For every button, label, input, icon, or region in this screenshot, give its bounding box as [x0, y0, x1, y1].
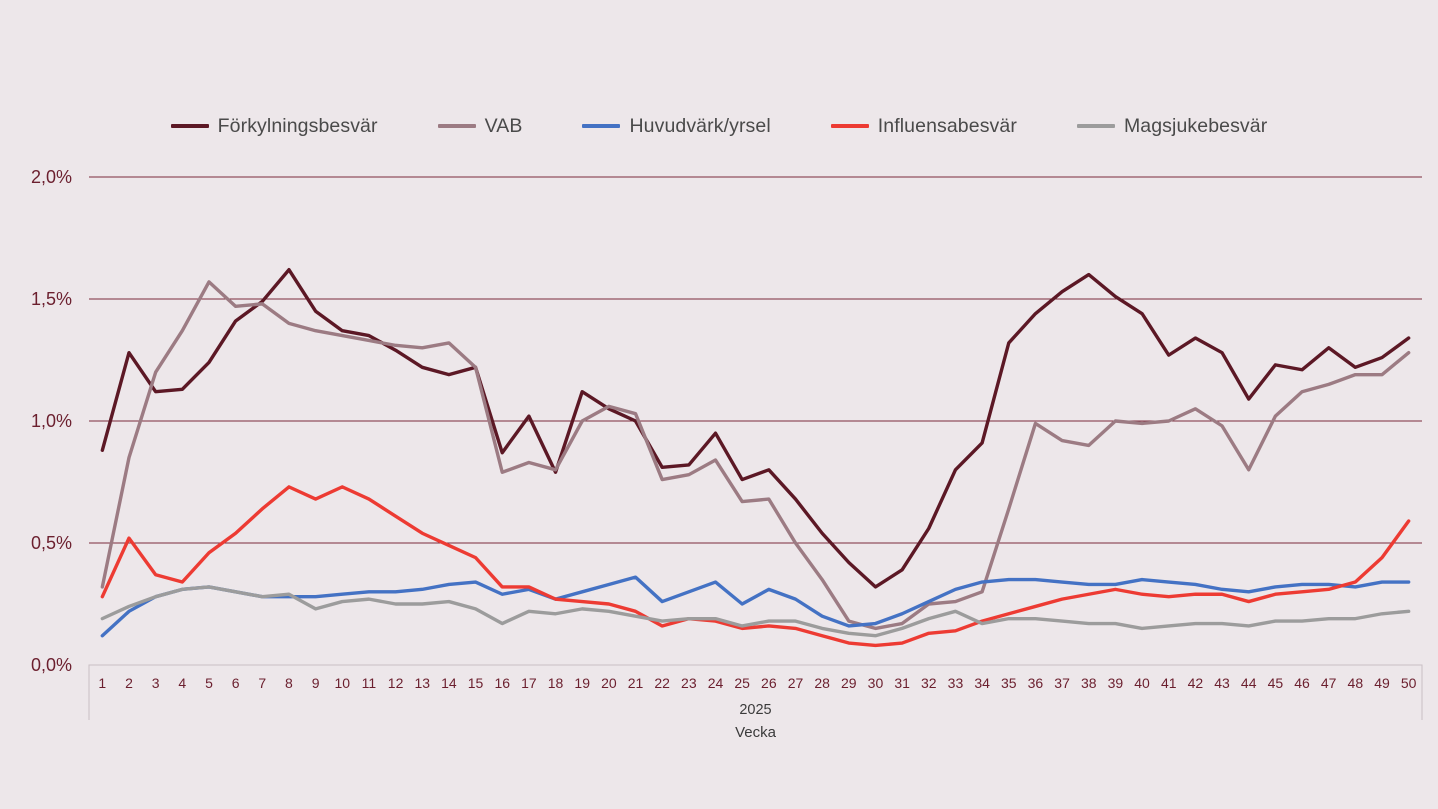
x-axis-tick-label: 50 — [1401, 675, 1417, 691]
legend-item-label: Magsjukebesvär — [1123, 114, 1268, 137]
x-axis-label-frame — [88, 664, 1423, 720]
data-series-layer — [100, 268, 1411, 648]
x-axis-group-label: 2025 — [739, 702, 771, 718]
x-axis-tick-label: 25 — [734, 675, 750, 691]
x-axis-tick-label: 43 — [1214, 675, 1230, 691]
chart-legend: Förkylningsbesvär VAB Huvudvärk/yrsel In… — [0, 110, 1438, 142]
series-line-huvudv-rk-yrsel — [100, 575, 1411, 638]
x-axis-tick-label: 22 — [654, 675, 670, 691]
x-axis-tick-label: 11 — [362, 675, 377, 691]
x-axis-tick-label: 18 — [548, 675, 564, 691]
x-axis-tick-label: 24 — [708, 675, 724, 691]
x-axis-title: Vecka — [735, 724, 777, 741]
y-axis-tick-label: 2,0% — [31, 167, 72, 187]
x-axis-tick-label: 38 — [1081, 675, 1097, 691]
gridlines — [89, 176, 1422, 666]
legend-item[interactable]: Magsjukebesvär — [1076, 114, 1268, 138]
x-axis-tick-label: 49 — [1374, 675, 1390, 691]
x-axis-tick-label: 35 — [1001, 675, 1017, 691]
x-axis-tick-label: 23 — [681, 675, 697, 691]
line-swatch-icon — [170, 124, 209, 128]
x-axis-tick-label: 20 — [601, 675, 617, 691]
line-swatch-icon — [582, 124, 621, 128]
series-line-f-rkylningsbesv-r — [100, 268, 1411, 589]
x-axis-tick-label: 8 — [285, 675, 293, 691]
x-axis-tick-label: 16 — [494, 675, 510, 691]
x-axis-tick-label: 1 — [98, 675, 106, 691]
series-line-magsjukebesv-r — [100, 585, 1411, 638]
x-axis-tick-label: 40 — [1134, 675, 1150, 691]
series-line-vab — [100, 280, 1411, 631]
x-axis-tick-label: 28 — [814, 675, 830, 691]
x-axis-tick-label: 41 — [1161, 675, 1177, 691]
x-axis-tick-label: 5 — [205, 675, 213, 691]
x-axis-tick-label: 32 — [921, 675, 937, 691]
x-axis-tick-label: 33 — [948, 675, 964, 691]
x-axis-tick-label: 21 — [628, 675, 644, 691]
x-axis-tick-label: 15 — [468, 675, 484, 691]
series-line-influensabesv-r — [100, 485, 1411, 648]
x-axis-tick-label: 7 — [258, 675, 266, 691]
axis-frame-line — [88, 664, 1423, 720]
x-axis-tick-label: 31 — [894, 675, 910, 691]
x-axis-tick-label: 27 — [788, 675, 804, 691]
y-axis-tick-label: 1,5% — [31, 289, 72, 309]
line-swatch-icon — [1076, 124, 1115, 128]
x-axis-tick-label: 45 — [1268, 675, 1284, 691]
y-axis-tick-label: 0,5% — [31, 533, 72, 553]
x-axis-tick-label: 12 — [388, 675, 404, 691]
y-axis-tick-labels: 0,0% 0,5% 1,0% 1,5% 2,0% — [31, 167, 72, 675]
x-axis-tick-label: 44 — [1241, 675, 1257, 691]
x-axis-tick-label: 17 — [521, 675, 537, 691]
x-axis-tick-label: 42 — [1188, 675, 1204, 691]
line-swatch-icon — [437, 124, 476, 128]
x-axis-tick-label: 29 — [841, 675, 857, 691]
legend-item[interactable]: VAB — [437, 114, 523, 138]
x-axis-tick-label: 47 — [1321, 675, 1337, 691]
x-axis-tick-label: 39 — [1108, 675, 1124, 691]
legend-item-label: Huvudvärk/yrsel — [629, 114, 771, 137]
x-axis-tick-label: 13 — [414, 675, 430, 691]
legend-item-label: VAB — [484, 114, 523, 137]
x-axis-tick-label: 2 — [125, 675, 133, 691]
x-axis-tick-label: 37 — [1054, 675, 1070, 691]
x-axis-tick-label: 26 — [761, 675, 777, 691]
y-axis-tick-label: 1,0% — [31, 411, 72, 431]
x-axis-tick-label: 48 — [1348, 675, 1364, 691]
x-axis-tick-label: 46 — [1294, 675, 1310, 691]
x-axis-tick-label: 19 — [574, 675, 590, 691]
x-axis-tick-label: 3 — [152, 675, 160, 691]
x-axis-tick-label: 30 — [868, 675, 884, 691]
legend-item[interactable]: Influensabesvär — [830, 114, 1017, 138]
x-axis-tick-label: 9 — [312, 675, 320, 691]
x-axis-tick-label: 34 — [974, 675, 990, 691]
legend-item[interactable]: Huvudvärk/yrsel — [582, 114, 771, 138]
legend-item-label: Förkylningsbesvär — [217, 114, 378, 137]
legend-item[interactable]: Förkylningsbesvär — [170, 114, 378, 138]
legend-item-label: Influensabesvär — [877, 114, 1017, 137]
x-axis-tick-label: 36 — [1028, 675, 1044, 691]
x-axis-tick-labels: 1 2 3 4 5 6 7 8 9 10 11 12 13 14 15 16 17 18 19 20 21 22 23 24 2… — [98, 675, 1416, 691]
x-axis-tick-label: 4 — [178, 675, 186, 691]
line-swatch-icon — [830, 124, 869, 128]
x-axis-tick-label: 10 — [334, 675, 350, 691]
y-axis-tick-label: 0,0% — [31, 655, 72, 675]
x-axis-tick-label: 14 — [441, 675, 457, 691]
x-axis-tick-label: 6 — [232, 675, 240, 691]
